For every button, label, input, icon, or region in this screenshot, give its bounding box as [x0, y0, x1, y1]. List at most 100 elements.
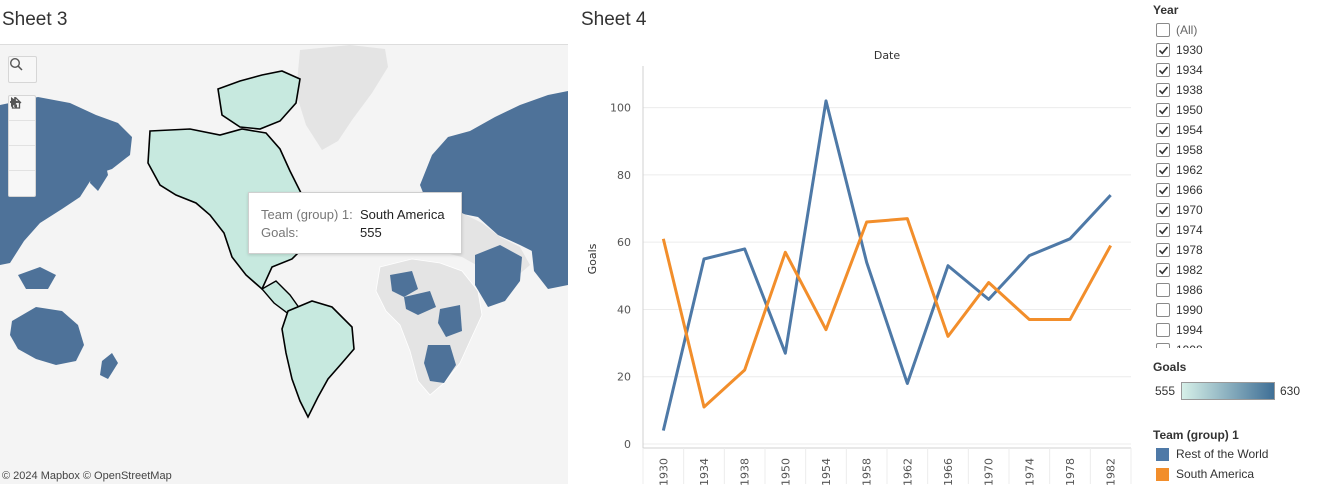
x-tick-label: 1930 [657, 458, 670, 486]
year-checkbox[interactable] [1156, 163, 1170, 177]
year-filter-item[interactable]: 1938 [1153, 80, 1323, 100]
year-label: (All) [1176, 23, 1198, 37]
year-checkbox[interactable] [1156, 223, 1170, 237]
year-filter-item[interactable]: 1990 [1153, 300, 1323, 320]
year-checkbox[interactable] [1156, 143, 1170, 157]
year-label: 1958 [1176, 143, 1203, 157]
year-filter-item[interactable]: 1934 [1153, 60, 1323, 80]
check-icon [1158, 125, 1168, 134]
check-icon [1158, 145, 1168, 154]
sheet-4-title: Sheet 4 [581, 9, 647, 30]
year-label: 1982 [1176, 263, 1203, 277]
year-checkbox[interactable] [1156, 63, 1170, 77]
world-map[interactable]: © 2024 Mapbox © OpenStreetMap [0, 44, 568, 484]
year-filter-list[interactable]: (All) 1930 1934 1938 1950 1954 1958 1962 1966 197… [1153, 20, 1323, 348]
play-icon [11, 97, 18, 107]
legend-label: South America [1176, 467, 1255, 481]
team-legend-item[interactable]: Rest of the World [1153, 444, 1268, 464]
year-checkbox[interactable] [1156, 23, 1170, 37]
year-filter-item[interactable]: 1950 [1153, 100, 1323, 120]
map-canvas [0, 45, 568, 484]
team-legend-item[interactable]: South America [1153, 464, 1268, 484]
check-icon [1158, 65, 1168, 74]
search-icon [9, 57, 23, 71]
year-checkbox[interactable] [1156, 83, 1170, 97]
year-label: 1974 [1176, 223, 1203, 237]
check-icon [1158, 45, 1168, 54]
year-checkbox[interactable] [1156, 103, 1170, 117]
map-home-button[interactable] [9, 97, 35, 171]
x-tick-label: 1982 [1105, 458, 1118, 486]
check-icon [1158, 225, 1168, 234]
check-icon [1158, 245, 1168, 254]
year-filter-item[interactable]: 1966 [1153, 180, 1323, 200]
tooltip-value-team: South America [360, 207, 445, 222]
zoom-out-button[interactable] [9, 101, 35, 146]
year-checkbox[interactable] [1156, 243, 1170, 257]
chart-title: Date [874, 49, 901, 62]
asia-south-shape [475, 245, 522, 307]
team-legend[interactable]: Rest of the World South America [1153, 444, 1268, 484]
year-checkbox[interactable] [1156, 303, 1170, 317]
y-tick-label: 0 [624, 438, 631, 451]
check-icon [1158, 265, 1168, 274]
map-attribution[interactable]: © 2024 Mapbox © OpenStreetMap [2, 470, 172, 482]
year-filter-item[interactable]: 1998 [1153, 340, 1323, 348]
team-legend-title: Team (group) 1 [1153, 428, 1239, 442]
tooltip-row-team: Team (group) 1: South America [261, 206, 449, 224]
map-zoom-controls [8, 95, 36, 197]
year-filter-item[interactable]: 1970 [1153, 200, 1323, 220]
year-checkbox[interactable] [1156, 283, 1170, 297]
series-line-rest-of-the-world [661, 99, 1112, 431]
year-checkbox[interactable] [1156, 183, 1170, 197]
y-tick-label: 60 [617, 236, 631, 249]
africa-west-shape [390, 271, 418, 297]
year-filter-item[interactable]: 1962 [1153, 160, 1323, 180]
filter-panel: Year (All) 1930 1934 1938 1950 1954 1958 1962 19… [1153, 0, 1323, 498]
x-tick-label: 1954 [820, 458, 833, 486]
year-checkbox[interactable] [1156, 323, 1170, 337]
year-checkbox[interactable] [1156, 123, 1170, 137]
year-filter-item[interactable]: 1978 [1153, 240, 1323, 260]
year-checkbox[interactable] [1156, 343, 1170, 348]
year-filter-item[interactable]: 1974 [1153, 220, 1323, 240]
goals-legend-max: 630 [1280, 384, 1301, 398]
year-label: 1986 [1176, 283, 1203, 297]
australia-shape [10, 307, 84, 365]
year-filter-item[interactable]: 1954 [1153, 120, 1323, 140]
year-filter-item[interactable]: 1982 [1153, 260, 1323, 280]
map-expand-button[interactable] [9, 97, 35, 196]
goals-line-chart[interactable]: Date 0 20 40 60 80 100 Goals 1930 1934 1938 1950 195… [581, 44, 1141, 492]
check-icon [1158, 105, 1168, 114]
chart-svg: Date 0 20 40 60 80 100 Goals 1930 1934 1938 1950 195… [586, 49, 1132, 486]
year-filter-item[interactable]: 1986 [1153, 280, 1323, 300]
africa-central-shape [404, 291, 436, 315]
map-tooltip: Team (group) 1: South America Goals: 555 [248, 192, 462, 254]
goals-color-gradient [1181, 382, 1275, 400]
goals-legend-min: 555 [1155, 384, 1176, 398]
year-filter-item[interactable]: 1994 [1153, 320, 1323, 340]
year-checkbox[interactable] [1156, 263, 1170, 277]
tooltip-label-goals: Goals: [261, 225, 299, 240]
y-tick-label: 80 [617, 169, 631, 182]
year-filter-item[interactable]: 1930 [1153, 40, 1323, 60]
year-label: 1950 [1176, 103, 1203, 117]
year-checkbox[interactable] [1156, 43, 1170, 57]
x-tick-label: 1934 [698, 458, 711, 486]
eurasia-shape [420, 91, 568, 255]
y-tick-label: 100 [610, 102, 631, 115]
year-label: 1990 [1176, 303, 1203, 317]
year-checkbox[interactable] [1156, 203, 1170, 217]
africa-east-shape [438, 305, 462, 337]
x-tick-label: 1958 [861, 458, 874, 486]
year-filter-item[interactable]: 1958 [1153, 140, 1323, 160]
x-tick-label: 1966 [942, 458, 955, 486]
new-zealand-shape [100, 353, 118, 379]
map-search-button[interactable] [8, 56, 37, 83]
series-line-south-america [661, 217, 1112, 409]
year-label: 1934 [1176, 63, 1203, 77]
x-tick-label: 1970 [983, 458, 996, 486]
year-label: 1998 [1176, 343, 1203, 348]
year-filter-item[interactable]: (All) [1153, 20, 1323, 40]
